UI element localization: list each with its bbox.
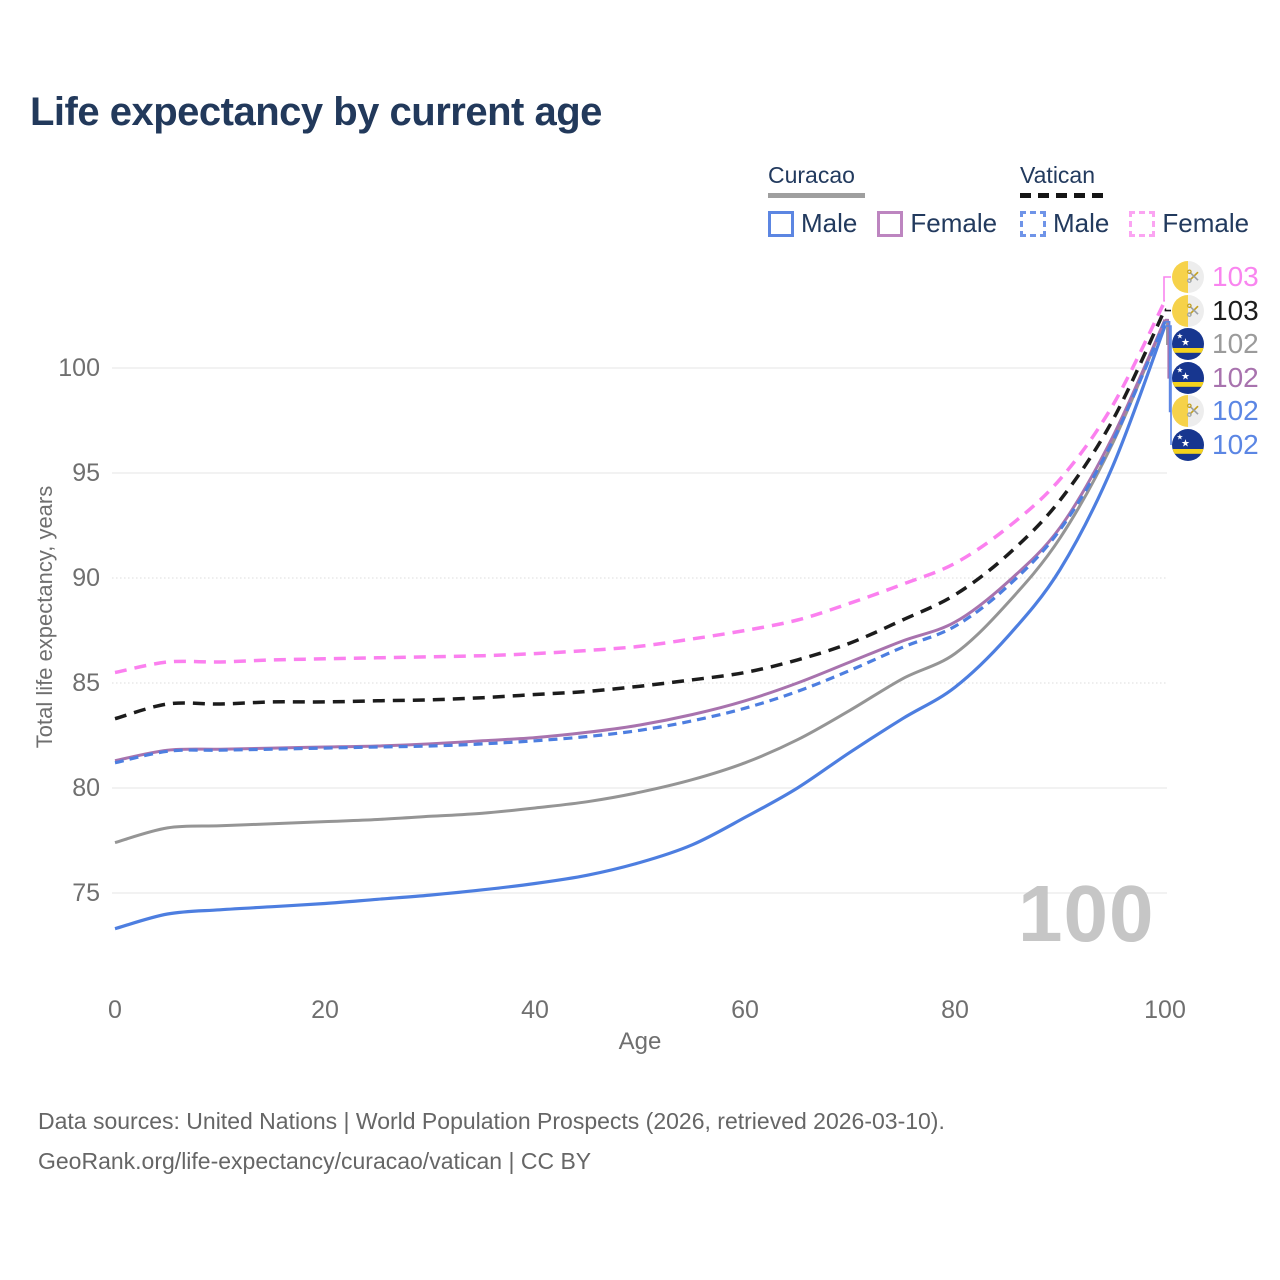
svg-text:★: ★ (1177, 332, 1184, 341)
curacao-flag-icon: ★ ★ (1172, 361, 1204, 394)
x-tick-label: 20 (311, 996, 339, 1024)
age-counter-watermark: 100 (1018, 869, 1155, 958)
label-connector (1163, 276, 1171, 302)
x-tick-label: 100 (1144, 996, 1186, 1024)
y-axis-title: Total life expectancy, years (32, 485, 57, 749)
x-tick-label: 0 (108, 996, 122, 1024)
series-line-vatican (114, 308, 1167, 721)
curacao-line-style-sample (768, 193, 865, 198)
series-line-curacao-male (114, 325, 1167, 931)
legend-header-curacao: Curacao (768, 162, 855, 188)
end-value-label: 103 (1212, 261, 1259, 292)
legend-item-vatican-female[interactable]: Female (1129, 208, 1249, 239)
svg-text:★: ★ (1181, 338, 1190, 349)
legend-header-vatican: Vatican (1020, 162, 1096, 188)
vatican-flag-icon (1172, 395, 1204, 428)
y-tick-label: 75 (72, 879, 100, 907)
y-tick-label: 100 (58, 354, 100, 382)
curacao-male-swatch-icon (768, 210, 794, 237)
x-tick-label: 60 (731, 996, 759, 1024)
label-connector (1164, 308, 1171, 312)
label-connector (1165, 325, 1172, 445)
end-label-curacao: ★ ★ 102 (1172, 327, 1259, 361)
vatican-line-style-sample (1020, 193, 1108, 198)
svg-text:★: ★ (1177, 365, 1184, 374)
end-value-label: 102 (1212, 395, 1259, 427)
vatican-flag-icon (1172, 261, 1204, 293)
series-line-vatican-male (114, 321, 1167, 765)
end-value-label: 102 (1212, 361, 1259, 393)
end-label-vatican-male: 102 (1172, 394, 1259, 428)
series-line-curacao (114, 319, 1167, 845)
vatican-female-swatch-icon (1129, 210, 1156, 237)
curacao-flag-icon: ★ ★ (1172, 328, 1204, 361)
svg-text:★: ★ (1177, 433, 1184, 442)
legend-label: Female (1162, 208, 1250, 238)
x-tick-label: 40 (521, 996, 549, 1024)
x-axis-title: Age (618, 1028, 662, 1055)
vatican-male-swatch-icon (1020, 210, 1046, 237)
y-tick-label: 95 (72, 459, 100, 487)
series-line-vatican-female (114, 300, 1167, 675)
curacao-female-swatch-icon (877, 210, 904, 237)
svg-text:★: ★ (1181, 371, 1190, 382)
end-value-label: 103 (1212, 294, 1259, 326)
end-label-vatican: 103 (1172, 294, 1259, 328)
page-title: Life expectancy by current age (30, 90, 602, 134)
attribution-link: GeoRank.org/life-expectancy/curacao/vati… (38, 1148, 592, 1174)
legend-item-curacao-male[interactable]: Male (768, 208, 857, 239)
legend-group-vatican: Vatican Male Female (1020, 162, 1249, 239)
y-tick-label: 90 (72, 564, 100, 592)
y-tick-label: 85 (72, 669, 100, 697)
end-label-curacao-female: ★ ★ 102 (1172, 361, 1259, 395)
y-tick-label: 80 (72, 774, 100, 802)
end-value-label: 102 (1212, 429, 1259, 460)
legend-item-vatican-male[interactable]: Male (1020, 208, 1109, 239)
svg-text:★: ★ (1181, 439, 1190, 450)
curacao-flag-icon: ★ ★ (1172, 429, 1204, 461)
legend-label: Male (1053, 208, 1110, 238)
data-sources-note: Data sources: United Nations | World Pop… (38, 1108, 945, 1134)
end-value-label: 102 (1212, 328, 1259, 360)
end-label-curacao-male: ★ ★ 102 (1172, 428, 1259, 462)
end-label-vatican-female: 103 (1172, 260, 1259, 294)
series-line-curacao-female (114, 319, 1167, 763)
vatican-flag-icon (1172, 294, 1204, 327)
x-tick-label: 80 (941, 996, 969, 1024)
legend-label: Male (801, 208, 858, 238)
legend-label: Female (910, 208, 998, 238)
legend-item-curacao-female[interactable]: Female (877, 208, 997, 239)
legend-group-curacao: Curacao Male Female (768, 162, 997, 239)
